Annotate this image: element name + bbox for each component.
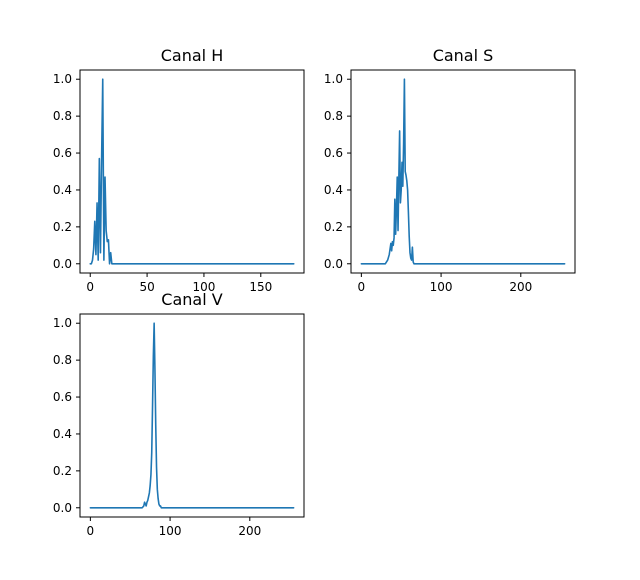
x-tick-label: 100: [430, 280, 453, 294]
y-tick-label: 0.2: [53, 220, 72, 234]
y-tick-label: 0.6: [53, 146, 72, 160]
y-tick-label: 0.8: [53, 353, 72, 367]
y-tick-label: 1.0: [53, 72, 72, 86]
series-line: [360, 78, 566, 265]
x-tick-label: 150: [249, 280, 272, 294]
axes-frame: [79, 313, 305, 518]
y-tick-label: 1.0: [53, 316, 72, 330]
y-tick-label: 0.0: [324, 257, 343, 271]
y-tick-label: 0.6: [324, 146, 343, 160]
x-tick-label: 100: [159, 524, 182, 538]
series-line: [89, 322, 295, 509]
y-tick-label: 0.4: [324, 183, 343, 197]
subplot-title: Canal H: [161, 46, 223, 65]
y-tick-label: 0.8: [53, 109, 72, 123]
x-tick-label: 100: [192, 280, 215, 294]
x-tick-label: 50: [139, 280, 154, 294]
axes-frame: [350, 69, 576, 274]
series-line: [89, 78, 295, 265]
y-tick-label: 0.2: [53, 464, 72, 478]
axes-frame: [79, 69, 305, 274]
subplot-canal-h: 0 50 100 150 0.0 0.2 0.4 0.6 0.8 1.0 Canal H: [53, 46, 305, 294]
x-tick-label: 0: [358, 280, 366, 294]
y-tick-label: 0.6: [53, 390, 72, 404]
y-tick-label: 0.4: [53, 427, 72, 441]
x-tick-label: 200: [509, 280, 532, 294]
y-tick-label: 1.0: [324, 72, 343, 86]
y-tick-label: 0.4: [53, 183, 72, 197]
subplot-canal-v: 0 100 200 0.0 0.2 0.4 0.6 0.8 1.0 Canal V: [53, 290, 305, 538]
x-tick-label: 0: [86, 280, 94, 294]
y-tick-label: 0.0: [53, 257, 72, 271]
x-tick-label: 0: [87, 524, 95, 538]
y-tick-label: 0.0: [53, 501, 72, 515]
subplot-title: Canal V: [161, 290, 222, 309]
x-tick-label: 200: [238, 524, 261, 538]
subplot-title: Canal S: [433, 46, 494, 65]
y-tick-label: 0.2: [324, 220, 343, 234]
y-tick-label: 0.8: [324, 109, 343, 123]
subplot-canal-s: 0 100 200 0.0 0.2 0.4 0.6 0.8 1.0 Canal S: [324, 46, 576, 294]
